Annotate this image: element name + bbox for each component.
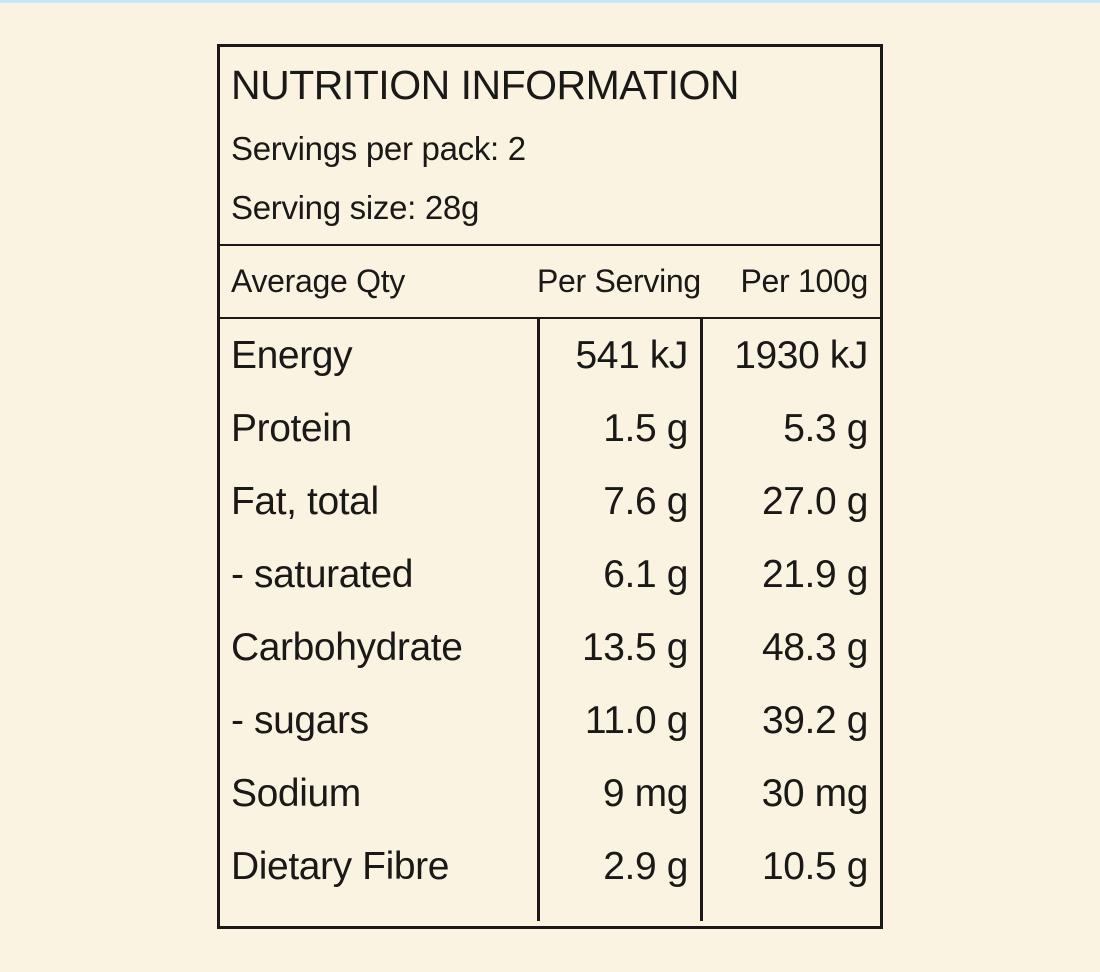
- servings-per-pack-text: Servings per pack: 2: [231, 130, 526, 168]
- nutrient-per-100g-value: 30 mg: [761, 771, 869, 815]
- nutrition-panel: NUTRITION INFORMATION Servings per pack:…: [217, 44, 883, 929]
- column-header-per-serving: Per Serving: [537, 263, 701, 299]
- column-header-average-qty: Average Qty: [231, 263, 405, 299]
- column-header-per-100g: Per 100g: [740, 263, 869, 299]
- nutrient-name: - sugars: [231, 698, 369, 742]
- nutrient-name: Energy: [231, 333, 353, 377]
- nutrient-name: Fat, total: [231, 479, 379, 523]
- nutrient-per-serving-value: 7.6 g: [603, 479, 688, 523]
- nutrient-per-100g-value: 10.5 g: [761, 844, 868, 888]
- nutrient-per-serving-value: 9 mg: [602, 771, 689, 815]
- nutrient-table-body: Energy 541 kJ 1930 kJ Protein 1.5 g 5.3 …: [220, 319, 880, 921]
- nutrient-rows: Energy 541 kJ 1930 kJ Protein 1.5 g 5.3 …: [220, 319, 880, 903]
- nutrient-per-serving-value: 541 kJ: [575, 333, 688, 377]
- nutrient-per-serving-value: 6.1 g: [603, 552, 688, 596]
- nutrient-per-serving-value: 2.9 g: [603, 844, 688, 888]
- column-header-row: Average Qty Per Serving Per 100g: [220, 246, 880, 319]
- nutrient-per-100g-value: 48.3 g: [761, 625, 868, 669]
- nutrient-name: Sodium: [231, 771, 361, 815]
- nutrient-per-100g-value: 21.9 g: [761, 552, 868, 596]
- panel-title-section: NUTRITION INFORMATION Servings per pack:…: [220, 47, 880, 246]
- top-edge-strip: [0, 0, 1100, 3]
- nutrient-per-100g-value: 39.2 g: [761, 698, 868, 742]
- nutrient-per-serving-value: 13.5 g: [581, 625, 688, 669]
- nutrient-per-100g-value: 27.0 g: [761, 479, 868, 523]
- column-divider-1: [537, 319, 540, 921]
- column-divider-2: [700, 319, 703, 921]
- nutrient-name: Dietary Fibre: [231, 844, 450, 888]
- nutrient-per-serving-value: 1.5 g: [603, 406, 688, 450]
- nutrient-per-100g-value: 5.3 g: [783, 406, 868, 450]
- nutrient-name: Carbohydrate: [231, 625, 463, 669]
- nutrient-name: - saturated: [231, 552, 414, 596]
- nutrient-name: Protein: [231, 406, 352, 450]
- serving-size-text: Serving size: 28g: [231, 189, 480, 227]
- nutrient-per-serving-value: 11.0 g: [584, 698, 689, 742]
- nutrient-per-100g-value: 1930 kJ: [734, 333, 868, 377]
- panel-title: NUTRITION INFORMATION: [231, 62, 740, 108]
